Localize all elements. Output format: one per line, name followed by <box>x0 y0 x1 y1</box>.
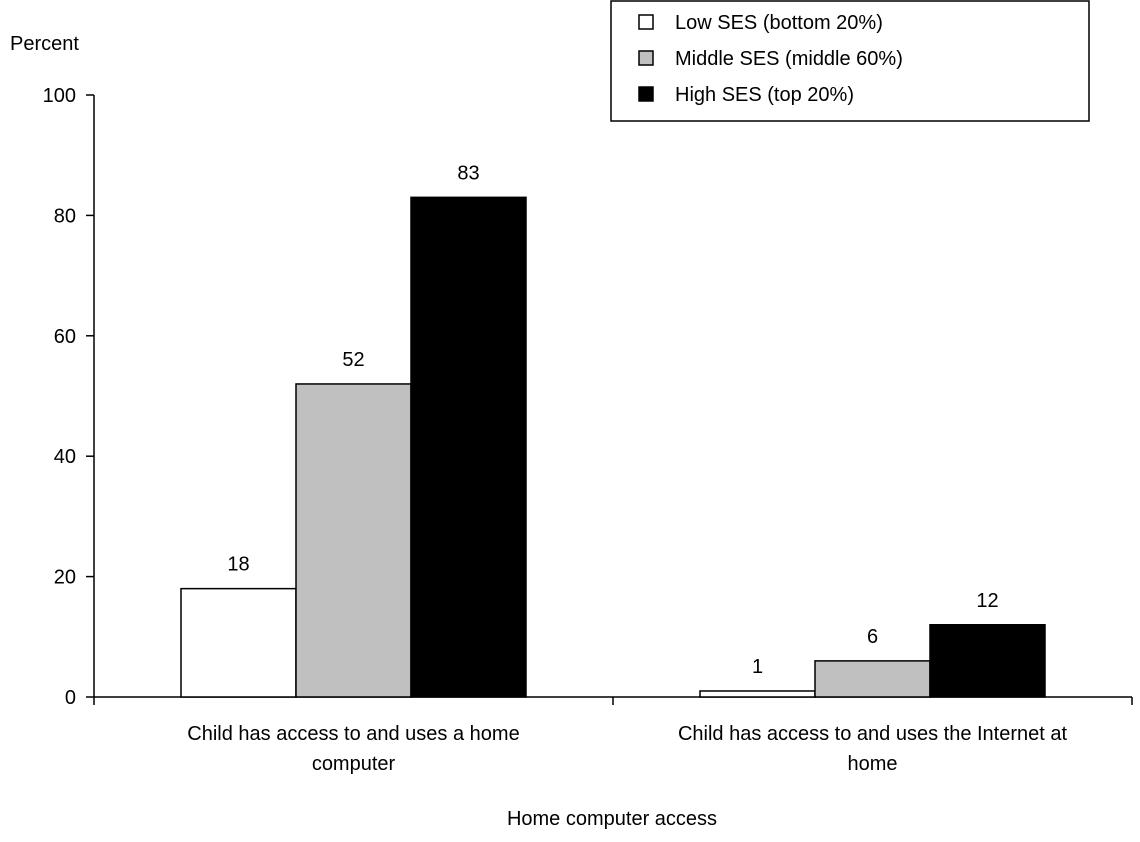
bar <box>180 587 297 698</box>
y-axis: 0 20 40 60 80 100 <box>43 85 95 709</box>
bar <box>814 660 931 698</box>
legend-box <box>610 0 1090 122</box>
category-labels: Child has access to and uses a home compu… <box>187 723 1067 775</box>
y-tick-label: 60 <box>54 326 76 348</box>
y-tick-label: 80 <box>54 205 76 227</box>
bar <box>410 196 527 698</box>
y-tick-label: 20 <box>54 567 76 589</box>
x-axis <box>93 696 1133 705</box>
legend: Low SES (bottom 20%) Middle SES (middle 6… <box>610 0 1090 122</box>
x-axis-title: Home computer access <box>507 808 717 830</box>
y-tick-label: 40 <box>54 446 76 468</box>
legend-swatch <box>638 50 654 66</box>
category-label: computer <box>312 753 396 775</box>
legend-swatch <box>638 86 654 102</box>
legend-label: High SES (top 20%) <box>675 84 854 106</box>
bar <box>295 383 412 698</box>
y-axis-title: Percent <box>10 33 79 55</box>
category-label: Child has access to and uses the Interne… <box>678 723 1068 745</box>
category-label: home <box>847 753 897 775</box>
legend-label: Middle SES (middle 60%) <box>675 48 903 70</box>
data-labels: 18 52 83 1 6 12 <box>227 162 998 678</box>
data-label: 18 <box>227 554 249 576</box>
legend-swatch <box>638 14 654 30</box>
data-label: 52 <box>342 349 364 371</box>
bars <box>180 196 1046 698</box>
category-label: Child has access to and uses a home <box>187 723 519 745</box>
bar <box>929 624 1046 698</box>
legend-label: Low SES (bottom 20%) <box>675 12 883 34</box>
data-label: 1 <box>752 656 763 678</box>
bar <box>699 690 816 698</box>
data-label: 83 <box>457 162 479 184</box>
y-tick-label: 0 <box>65 687 76 709</box>
y-tick-label: 100 <box>43 85 76 107</box>
data-label: 6 <box>867 626 878 648</box>
data-label: 12 <box>976 590 998 612</box>
